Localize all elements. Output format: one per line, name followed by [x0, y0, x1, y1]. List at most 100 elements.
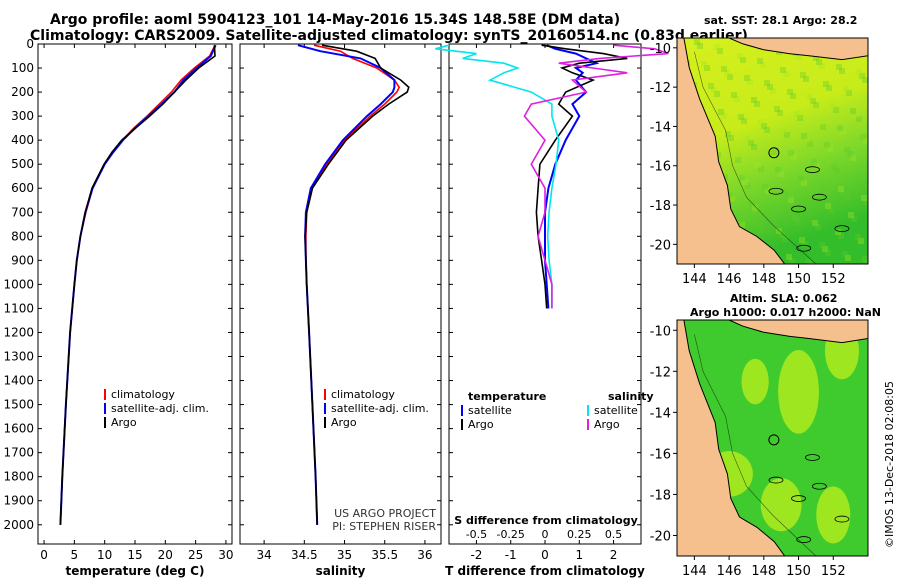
sst-pixel — [807, 141, 813, 147]
sst-pixel — [792, 215, 798, 221]
sst-pixel — [788, 150, 794, 156]
reef-outline — [768, 187, 784, 195]
sst-pixel — [764, 80, 770, 86]
x-tick-label: 35.5 — [371, 548, 398, 562]
sst-pixel — [774, 106, 780, 112]
sst-pixel — [745, 136, 751, 142]
series-temperature-argo — [59, 45, 216, 525]
sst-pixel — [751, 97, 757, 103]
x-axis-label: temperature (deg C) — [66, 564, 205, 578]
sst-pixel — [856, 116, 862, 122]
sst-pixel — [799, 237, 805, 243]
x-axis-label: salinity — [316, 564, 366, 578]
map-lon-label: 148 — [751, 564, 776, 579]
reef-outline — [791, 495, 806, 502]
map-lat-label: -14 — [650, 406, 671, 421]
map-lon-label: 150 — [786, 564, 811, 579]
series-salinity-argo — [304, 44, 410, 525]
sst-pixel — [804, 137, 810, 143]
depth-tick-label: 600 — [11, 181, 34, 195]
depth-tick-label: 900 — [11, 253, 34, 267]
sst-pixel — [794, 111, 800, 117]
sst-pixel — [749, 201, 755, 207]
legend-label: Argo — [111, 416, 137, 429]
sst-pixel — [824, 142, 830, 148]
reef-outline — [805, 454, 820, 461]
sst-pixel — [772, 210, 778, 216]
x-tick-label: 34 — [256, 548, 271, 562]
sst-pixel — [729, 196, 735, 202]
sst-pixel — [764, 127, 770, 133]
x-tick-label: 0 — [40, 548, 48, 562]
sst-pixel — [694, 39, 700, 45]
sst-pixel — [738, 114, 744, 120]
map-lat-label: -16 — [650, 160, 671, 175]
sst-pixel — [775, 167, 781, 173]
depth-tick-label: 1400 — [3, 374, 34, 388]
legend-label: satellite-adj. clim. — [331, 402, 429, 415]
sst-pixel — [777, 110, 783, 116]
reef-outline — [796, 244, 812, 252]
sst-pixel — [841, 190, 847, 196]
sst-pixel — [728, 135, 734, 141]
shelf-contour — [694, 51, 817, 264]
sst-pixel — [745, 183, 751, 189]
x2-tick-label: 0.25 — [567, 528, 592, 541]
sst-pixel — [838, 186, 844, 192]
x2-tick-label: 0.5 — [605, 528, 623, 541]
sst-pixel — [748, 140, 754, 146]
sst-pixel — [863, 138, 868, 144]
x-axis-label: T difference from climatology — [445, 564, 645, 578]
sst-pixel — [717, 48, 723, 54]
sst-pixel — [760, 62, 766, 68]
map-frame — [676, 319, 869, 557]
sst-pixel — [714, 44, 720, 50]
map-lat-label: -10 — [650, 42, 671, 57]
sst-pixel — [759, 227, 765, 233]
depth-tick-label: 1800 — [3, 470, 34, 484]
reef-outline — [834, 515, 850, 523]
reef-outline — [796, 536, 812, 543]
map-lat-label: -20 — [650, 529, 671, 544]
sst-pixel — [781, 128, 787, 134]
sst-pixel — [811, 159, 817, 165]
series-salinity-satellite-adj--clim- — [297, 44, 396, 525]
sst-pixel — [864, 199, 868, 205]
map-lat-label: -18 — [650, 199, 671, 214]
sst-pixel — [819, 242, 825, 248]
copyright-credit: ©IMOS 13-Dec-2018 02:08:05 — [883, 381, 896, 548]
sst-pixel — [833, 107, 839, 113]
sst-pixel — [847, 151, 853, 157]
sst-pixel — [820, 124, 826, 130]
sst-pixel — [724, 70, 730, 76]
legend-label: satellite — [468, 404, 512, 417]
x-tick-label: 0 — [541, 548, 549, 562]
land-australia — [677, 38, 786, 264]
sst-pixel — [812, 220, 818, 226]
sst-pixel — [862, 256, 868, 262]
depth-tick-label: 1300 — [3, 350, 34, 364]
sla-map-title: Altim. SLA: 0.062 — [730, 292, 838, 305]
sst-pixel — [697, 43, 703, 49]
series-difference-salinity-Argo — [523, 44, 669, 309]
depth-tick-label: 1500 — [3, 398, 34, 412]
sst-pixel — [815, 224, 821, 230]
sla-anomaly — [816, 486, 851, 544]
legend-title: temperature — [468, 390, 546, 403]
sst-pixel — [805, 198, 811, 204]
depth-tick-label: 700 — [11, 205, 34, 219]
sst-pixel — [842, 251, 848, 257]
sst-pixel — [795, 219, 801, 225]
map-lat-label: -14 — [650, 120, 671, 135]
sla-anomaly — [760, 478, 802, 532]
sst-pixel — [718, 109, 724, 115]
sst-pixel — [843, 86, 849, 92]
sst-pixel — [798, 176, 804, 182]
shelf-contour — [694, 334, 817, 556]
reef-outline — [811, 482, 827, 490]
x2-tick-label: -0.25 — [496, 528, 524, 541]
sst-pixel — [761, 123, 767, 129]
sst-pixel — [784, 132, 790, 138]
sst-pixel — [866, 95, 868, 101]
